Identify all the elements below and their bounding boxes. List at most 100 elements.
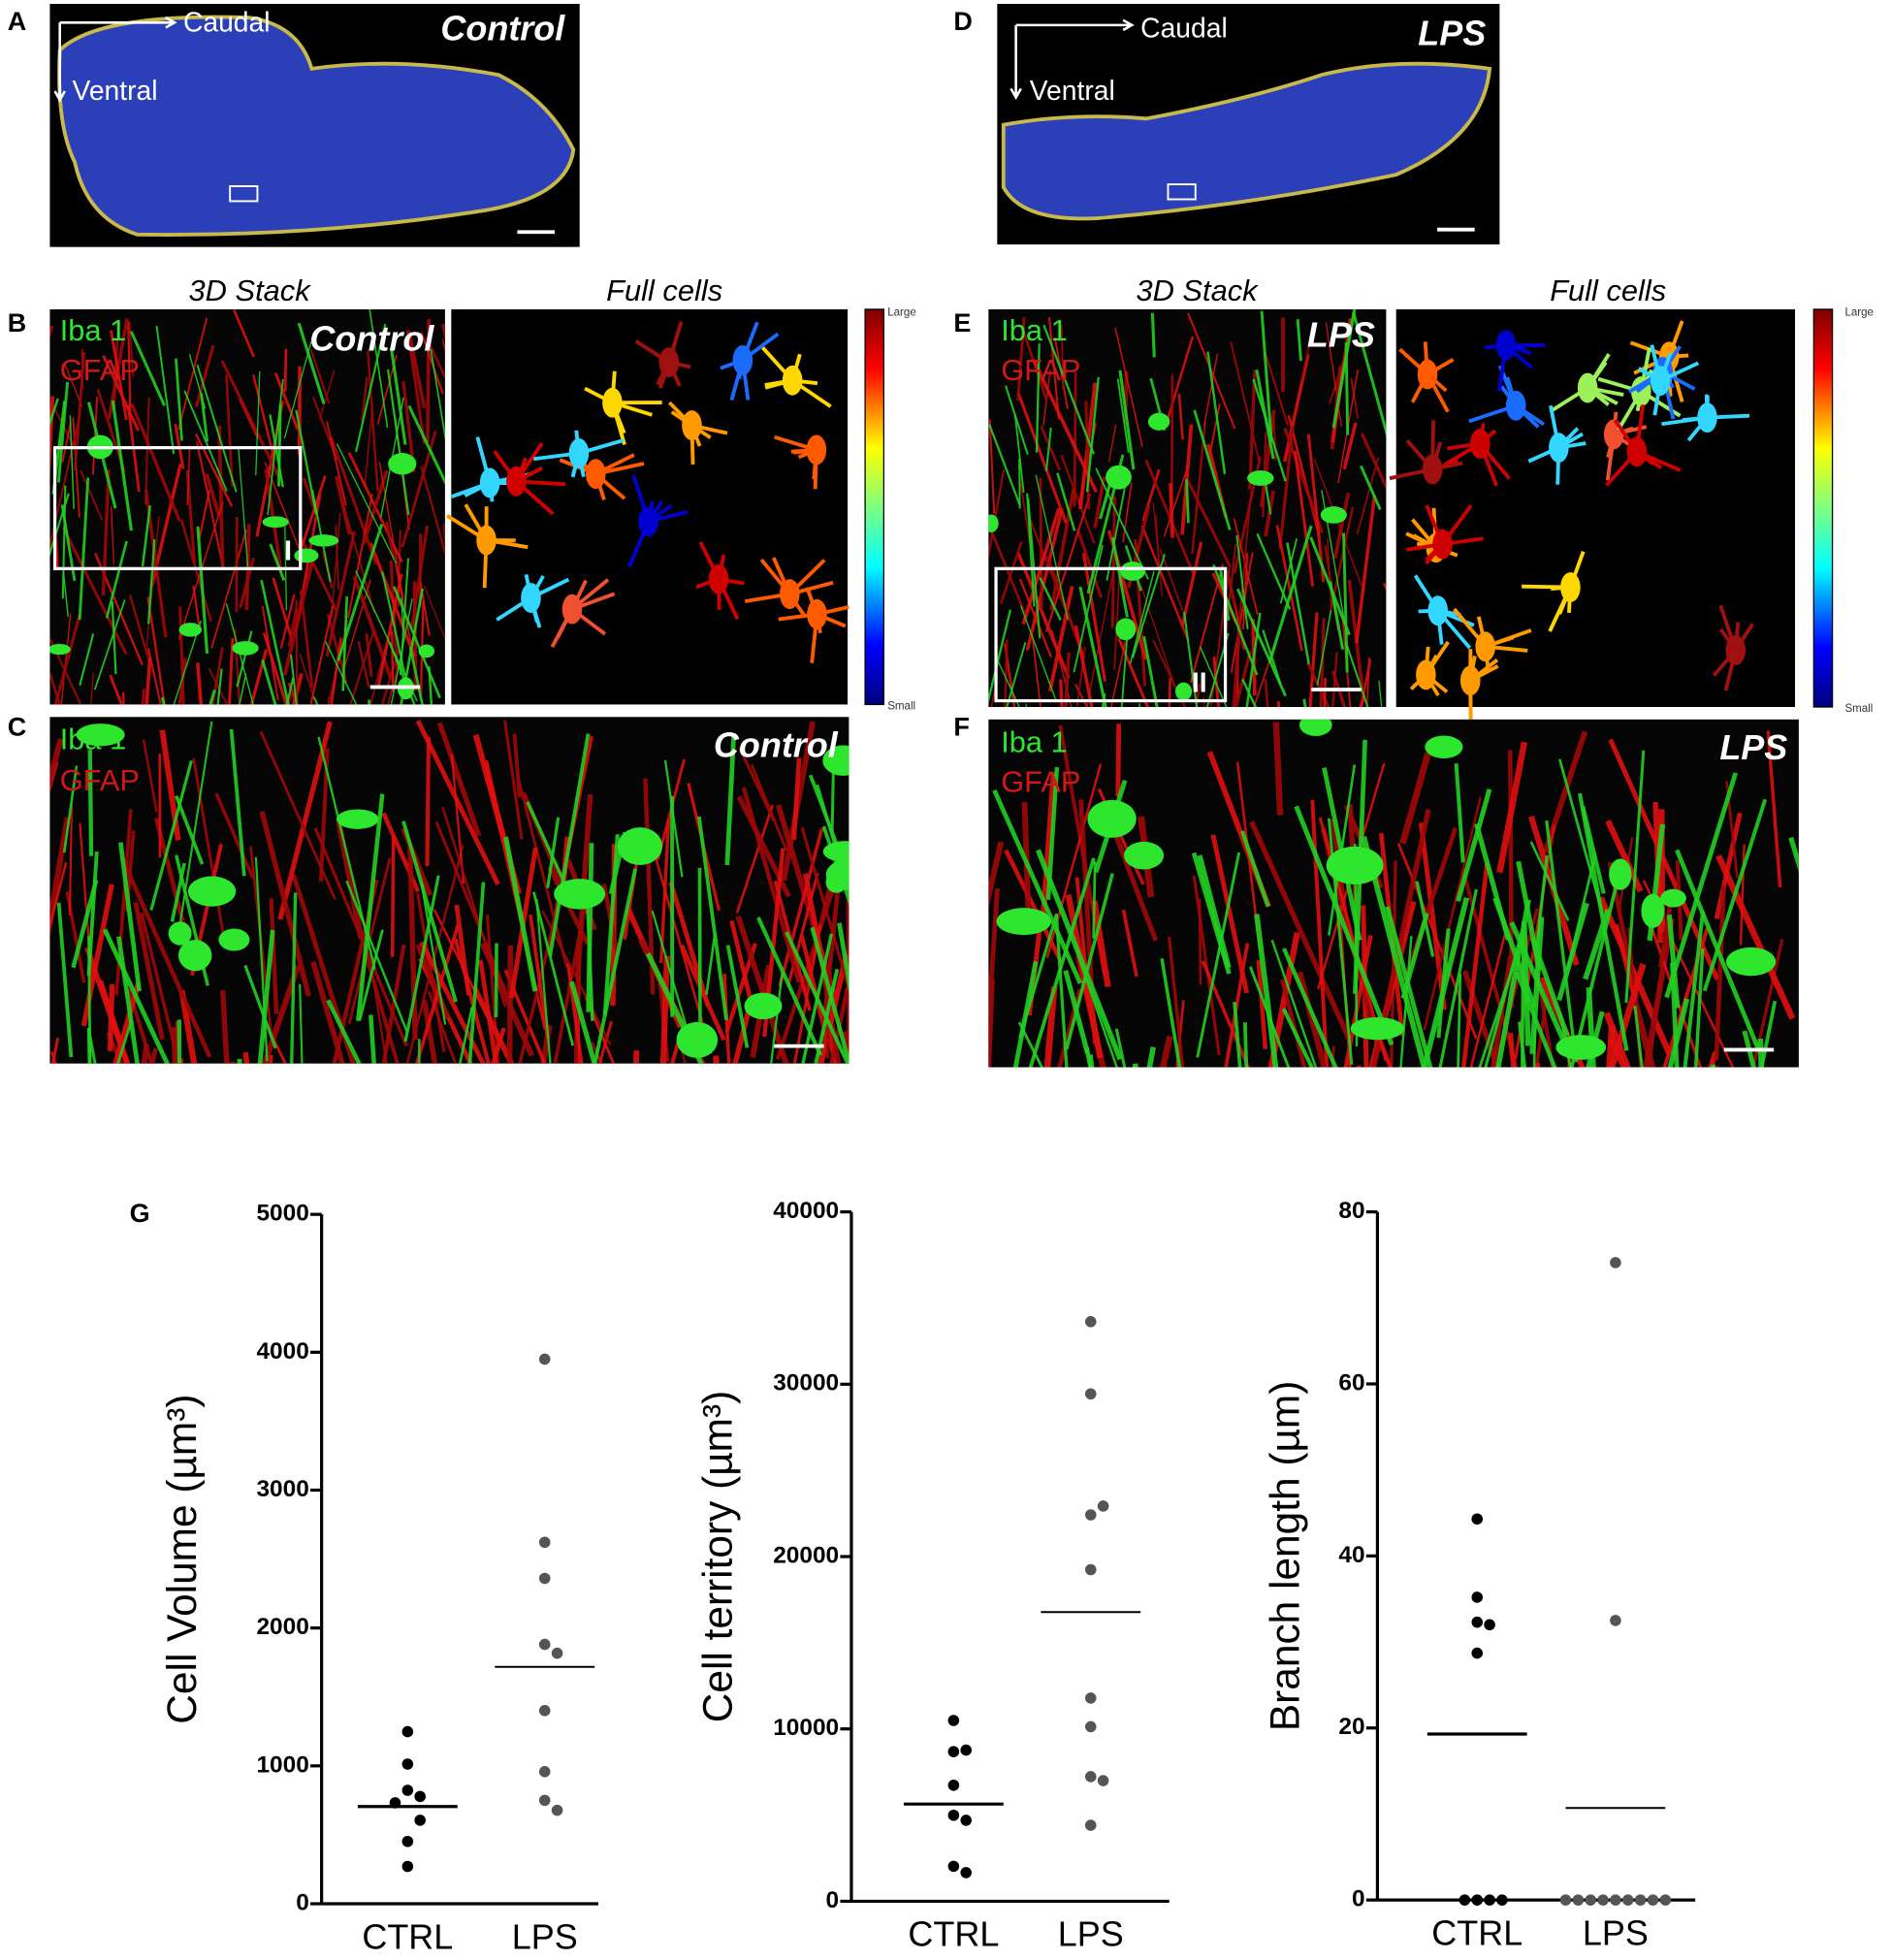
cell-body <box>336 809 379 829</box>
cell-branch <box>787 559 826 595</box>
fiber <box>503 836 538 992</box>
fiber <box>1342 532 1349 673</box>
data-point <box>1484 1619 1495 1631</box>
fiber <box>1282 948 1338 1068</box>
fiber <box>1110 536 1129 618</box>
cell-branch <box>611 401 653 417</box>
fiber <box>1085 376 1100 493</box>
fiber <box>1423 796 1482 1031</box>
cell-body <box>1120 562 1145 581</box>
fiber <box>1212 657 1220 707</box>
cell-body <box>1326 846 1384 884</box>
stain-label: Iba 1 <box>60 313 127 347</box>
fiber <box>1013 414 1025 493</box>
cell-branch <box>1453 607 1488 648</box>
fiber <box>1766 730 1782 888</box>
fiber <box>372 983 388 1064</box>
data-point <box>1084 1819 1097 1831</box>
fiber <box>62 765 79 853</box>
fiber <box>174 794 205 865</box>
fiber <box>1031 634 1042 707</box>
fiber <box>1742 1030 1756 1068</box>
fiber <box>1183 611 1199 707</box>
cell-branch <box>797 448 817 460</box>
cell-body <box>1555 1035 1607 1060</box>
fiber <box>233 308 255 358</box>
fiber <box>130 402 181 522</box>
fiber <box>1167 936 1185 1068</box>
fiber <box>697 867 702 1043</box>
cell-branch <box>515 466 543 483</box>
fiber <box>237 1058 242 1064</box>
fiber <box>1075 529 1104 598</box>
fiber <box>80 469 104 521</box>
fibers <box>988 719 1799 1068</box>
fiber <box>336 820 365 940</box>
fiber <box>116 1018 134 1064</box>
fiber <box>1260 310 1273 442</box>
fiber <box>309 349 331 404</box>
fiber <box>106 1031 123 1064</box>
fiber <box>1026 493 1036 607</box>
cell-branch <box>1505 376 1519 406</box>
fiber <box>1107 424 1117 463</box>
fiber <box>107 983 115 1051</box>
tissue <box>1001 61 1492 221</box>
cell-branch <box>529 577 570 600</box>
data-point <box>1572 1894 1585 1906</box>
fiber <box>381 571 406 676</box>
cell-branch <box>1398 347 1429 376</box>
fiber <box>1233 1001 1242 1068</box>
y-tick-label: 20 <box>1338 1714 1364 1740</box>
fiber <box>403 875 440 1043</box>
fiber <box>176 1019 182 1064</box>
fiber <box>336 443 398 564</box>
fiber <box>357 641 370 688</box>
cell-branch <box>718 577 745 586</box>
cell-branch <box>496 595 532 622</box>
fiber <box>1327 538 1332 610</box>
cell-branch <box>1468 656 1477 682</box>
cell-branch <box>1641 369 1662 383</box>
cell-branch <box>791 378 832 408</box>
fiber <box>290 655 298 705</box>
fiber <box>1142 635 1159 707</box>
fiber <box>399 558 410 676</box>
fiber <box>367 350 379 492</box>
fiber <box>1057 988 1083 1068</box>
fiber <box>1355 495 1377 644</box>
fiber <box>1230 341 1261 463</box>
fiber <box>269 414 284 488</box>
fiber <box>569 980 597 1064</box>
fiber <box>419 941 486 1064</box>
data-point <box>1597 1894 1609 1906</box>
fiber <box>729 919 753 1002</box>
fiber <box>284 521 288 611</box>
data-point <box>1634 1894 1647 1906</box>
cell-body <box>1247 470 1274 486</box>
cell-branch <box>1435 610 1444 645</box>
fiber <box>1474 822 1511 941</box>
fiber <box>330 436 378 565</box>
fiber <box>428 665 433 705</box>
fiber <box>208 667 228 705</box>
fiber <box>418 1039 421 1064</box>
fiber <box>91 397 99 475</box>
fiber <box>1155 514 1161 567</box>
fiber <box>1018 459 1021 509</box>
fiber <box>386 369 410 516</box>
data-point <box>1084 1720 1097 1733</box>
cell-branch <box>1444 441 1482 466</box>
fiber <box>365 633 373 677</box>
fiber <box>369 308 389 429</box>
fiber <box>1230 552 1254 673</box>
cell-branch <box>741 332 780 362</box>
fiber <box>591 1042 603 1064</box>
cell-body <box>178 940 212 972</box>
fiber <box>1064 652 1071 707</box>
fiber <box>1256 959 1268 1050</box>
cell-branch <box>1640 389 1682 418</box>
cell-branch <box>1505 343 1527 353</box>
fiber <box>220 990 230 1064</box>
fiber <box>358 929 384 1021</box>
